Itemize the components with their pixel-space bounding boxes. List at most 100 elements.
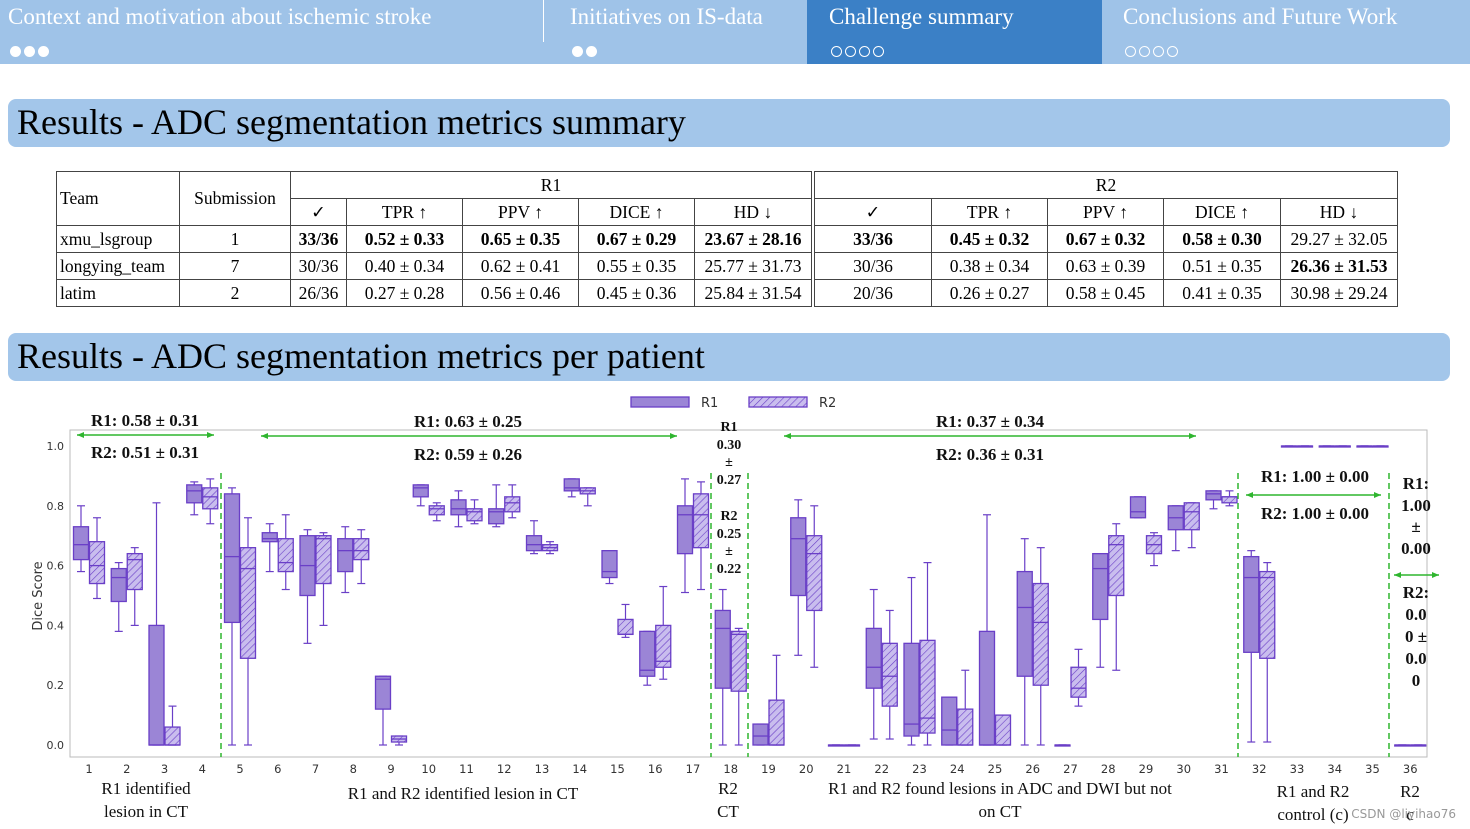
box-r1-patient-33 [1280,445,1298,448]
x-tick-label: 14 [572,762,587,776]
box-r2-patient-36 [1410,744,1427,747]
subheader-tpr: TPR ↑ [346,198,463,226]
x-tick-label: 22 [874,762,889,776]
nav-section-challenge-summary[interactable]: Challenge summary [807,0,1102,64]
box-iqr [1259,570,1276,659]
group-stat-r2: R2: 1.00 ± 0.00 [1261,504,1369,523]
section-title: Results - ADC segmentation metrics per p… [17,336,705,376]
box-r1-patient-21 [827,744,845,747]
box-r1-patient-3 [148,502,165,746]
box-r2-patient-22 [881,609,898,740]
box-iqr [428,505,445,516]
cell-value: 30/36 [814,252,932,280]
box-r2-patient-15 [617,603,634,638]
cell-value: 20/36 [814,279,932,307]
nav-dot[interactable] [831,46,842,57]
box-iqr [72,526,90,561]
box-iqr [941,696,958,746]
x-tick-label: 19 [761,762,776,776]
box-iqr [676,505,694,555]
nav-dot[interactable] [845,46,856,57]
nav-dot[interactable] [10,46,21,57]
nav-dot[interactable] [24,46,35,57]
nav-dot[interactable] [572,46,583,57]
y-tick-label: 0.2 [47,679,65,692]
box-iqr [768,699,785,746]
nav-dot[interactable] [1153,46,1164,57]
group-label: R2 [1400,782,1420,801]
box-r2-patient-19 [768,654,785,746]
x-tick-label: 12 [497,762,512,776]
box-r2-patient-7 [315,532,332,627]
arrow-head [1432,572,1439,578]
x-tick-label: 13 [535,762,550,776]
nav-progress-dots [572,42,600,57]
box-r2-patient-21 [843,744,861,747]
box-iqr [1108,535,1125,597]
subheader-dice: DICE ↑ [1163,198,1281,226]
x-tick-label: 6 [274,762,281,776]
box-r2-patient-33 [1296,445,1314,448]
box-r1-patient-9 [374,675,392,746]
group-stat-r1: 0.27 [717,473,742,488]
nav-dot[interactable] [1139,46,1150,57]
y-tick-label: 0.6 [47,560,65,573]
box-iqr [752,723,769,746]
group-stat-r2: 0.0 [1405,605,1426,624]
box-iqr [110,567,127,603]
group-label: R1 and R2 identified lesion in CT [348,784,579,803]
box-iqr [466,508,483,522]
nav-section-initiatives[interactable]: Initiatives on IS-data [562,0,807,64]
arrow-head [261,433,268,439]
header-submission: Submission [179,171,291,226]
box-r2-patient-13 [541,541,559,555]
box-r2-patient-11 [466,499,483,525]
group-label: lesion in CT [104,802,189,821]
box-iqr [1070,666,1087,698]
box-iqr [277,538,294,573]
nav-dot[interactable] [38,46,49,57]
cell-value: 26.36 ± 31.53 [1280,252,1398,280]
nav-dot[interactable] [1125,46,1136,57]
box-iqr [978,630,996,746]
nav-section-context[interactable]: Context and motivation about ischemic st… [0,0,543,64]
x-tick-label: 20 [799,762,814,776]
box-iqr [790,517,807,597]
arrow-head [77,432,84,438]
x-tick-label: 5 [236,762,243,776]
group-label: R1 and R2 found lesions in ADC and DWI b… [828,779,1172,798]
group-stat-r1: R1 [720,420,737,435]
subheader-tpr: TPR ↑ [931,198,1048,226]
nav-section-conclusions[interactable]: Conclusions and Future Work [1102,0,1470,64]
nav-dot[interactable] [586,46,597,57]
cell-value: 26/36 [290,279,347,307]
cell-value: 25.84 ± 31.54 [694,279,812,307]
cell-value: 0.27 ± 0.28 [346,279,463,307]
nav-dot[interactable] [859,46,870,57]
box-r1-patient-22 [865,588,882,740]
group-stat-r1: 0.00 [1401,539,1431,558]
box-iqr [865,627,882,689]
box-iqr [202,487,219,510]
group-label: c [1406,805,1414,824]
x-tick-label: 9 [387,762,394,776]
legend-label-r1: R1 [701,396,718,411]
box-r1-patient-15 [601,550,618,585]
arrow-head [670,433,677,439]
nav-dot[interactable] [873,46,884,57]
cell-team: longying_team [56,252,180,280]
x-tick-label: 25 [988,762,1003,776]
box-iqr [692,493,710,549]
box-r1-patient-25 [978,514,996,746]
cell-value: 0.56 ± 0.46 [462,279,579,307]
cell-value: 0.51 ± 0.35 [1163,252,1281,280]
cell-team: latim [56,279,180,307]
group-stat-r1: R1: 1.00 ± 0.00 [1261,467,1369,486]
nav-dot[interactable] [1167,46,1178,57]
box-r2-patient-31 [1221,490,1238,507]
x-tick-label: 8 [350,762,357,776]
box-r1-patient-31 [1205,490,1222,510]
x-tick-label: 32 [1252,762,1267,776]
box-iqr [126,552,143,591]
box-iqr [994,714,1012,746]
